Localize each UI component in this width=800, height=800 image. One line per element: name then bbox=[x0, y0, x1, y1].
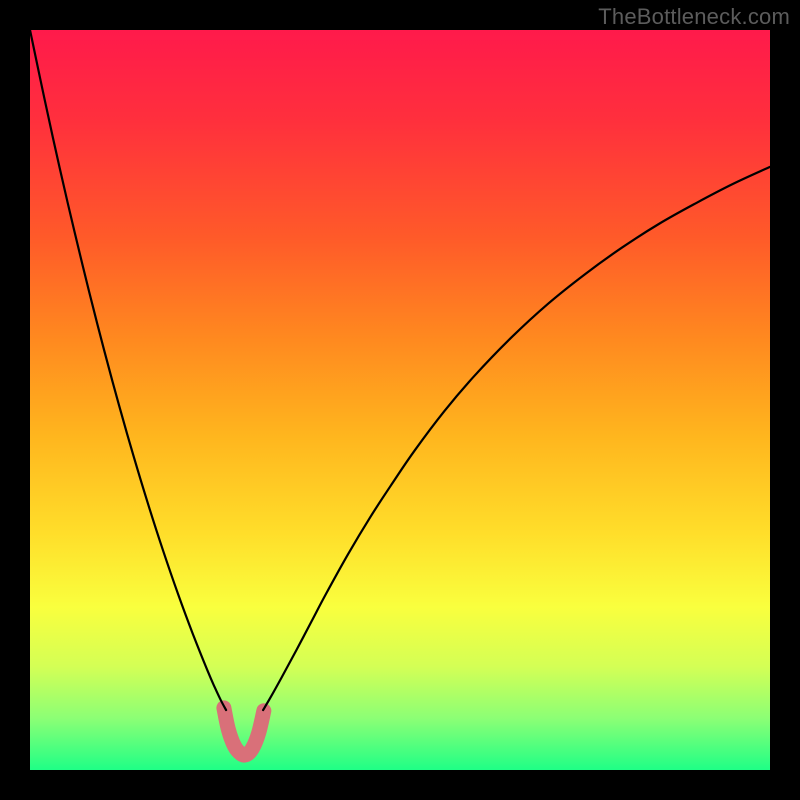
chart-frame: TheBottleneck.com bbox=[0, 0, 800, 800]
valley-marker bbox=[224, 708, 264, 755]
bottleneck-plot-area bbox=[30, 30, 770, 770]
curve-left-branch bbox=[30, 30, 226, 710]
attribution-label: TheBottleneck.com bbox=[598, 4, 790, 30]
curve-right-branch bbox=[263, 167, 770, 710]
bottleneck-curves-svg bbox=[30, 30, 770, 770]
